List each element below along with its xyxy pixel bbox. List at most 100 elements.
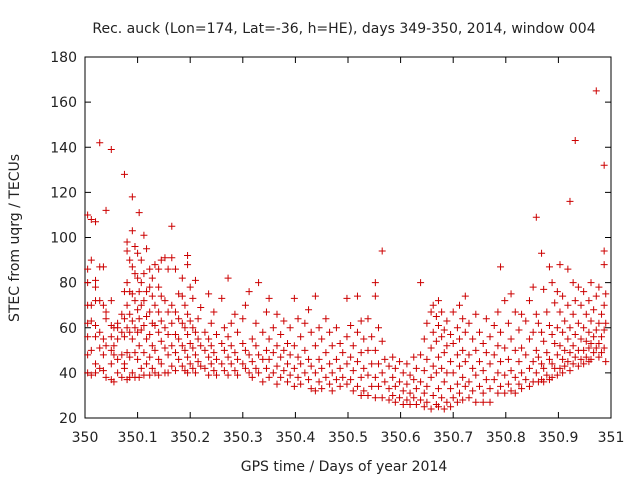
data-point [571, 353, 579, 361]
data-point [479, 398, 487, 406]
data-point [472, 310, 480, 318]
data-point [210, 349, 218, 357]
data-point [197, 303, 205, 311]
data-point [252, 364, 260, 372]
data-point [522, 351, 530, 359]
data-point [600, 261, 608, 269]
data-point [186, 360, 194, 368]
data-point [559, 355, 567, 363]
data-point [403, 360, 411, 368]
data-point [148, 342, 156, 350]
data-point [265, 294, 273, 302]
data-point [515, 326, 523, 334]
data-point [556, 342, 564, 350]
data-point [137, 364, 145, 372]
data-point [245, 351, 253, 359]
data-point [602, 319, 610, 327]
data-point [540, 364, 548, 372]
data-point [525, 382, 533, 390]
data-point [529, 328, 537, 336]
data-point [490, 321, 498, 329]
data-point [252, 319, 260, 327]
data-point [290, 294, 298, 302]
data-point [265, 355, 273, 363]
data-point [311, 342, 319, 350]
data-point [486, 398, 494, 406]
data-point [461, 358, 469, 366]
x-axis-label: GPS time / Days of year 2014 [241, 459, 448, 475]
data-point [410, 376, 418, 384]
data-point [248, 335, 256, 343]
data-point [571, 297, 579, 305]
data-point [538, 249, 546, 257]
data-point [328, 369, 336, 377]
y-tick-label: 160 [50, 95, 77, 111]
data-point [189, 324, 197, 332]
x-tick-label: 350.9 [538, 430, 578, 446]
data-point [590, 349, 598, 357]
data-point [396, 358, 404, 366]
data-point [368, 360, 376, 368]
data-point [453, 324, 461, 332]
data-point [456, 362, 464, 370]
data-point [178, 319, 186, 327]
data-point [315, 378, 323, 386]
data-point [186, 317, 194, 325]
data-point [507, 335, 515, 343]
data-point [96, 328, 104, 336]
data-point [273, 380, 281, 388]
data-point [459, 396, 467, 404]
data-point [548, 373, 556, 381]
y-tick-label: 60 [59, 321, 77, 337]
data-point [297, 333, 305, 341]
data-point [371, 279, 379, 287]
data-point [571, 136, 579, 144]
data-point [210, 308, 218, 316]
data-point [577, 335, 585, 343]
data-point [590, 333, 598, 341]
data-point [191, 351, 199, 359]
data-point [205, 290, 213, 298]
data-point [148, 274, 156, 282]
data-point [453, 380, 461, 388]
data-point [155, 371, 163, 379]
data-point [168, 222, 176, 230]
data-point [171, 349, 179, 357]
data-point [239, 340, 247, 348]
data-point [600, 301, 608, 309]
data-point [102, 373, 110, 381]
data-point [476, 358, 483, 366]
data-point [131, 324, 139, 332]
data-point [566, 197, 574, 205]
data-point [280, 317, 288, 325]
data-point [465, 319, 473, 327]
data-point [128, 369, 136, 377]
data-point [311, 387, 319, 395]
data-point [131, 297, 139, 305]
data-point [501, 344, 509, 352]
data-point [440, 405, 448, 413]
data-point [566, 349, 574, 357]
data-point [189, 294, 197, 302]
data-point [87, 256, 95, 264]
data-point [538, 328, 546, 336]
data-point [440, 326, 448, 334]
data-point [110, 378, 118, 386]
data-point [255, 369, 263, 377]
data-point [114, 369, 122, 377]
data-point [186, 283, 194, 291]
data-point [140, 349, 148, 357]
data-point [479, 367, 487, 375]
data-point [580, 360, 588, 368]
data-point [328, 387, 336, 395]
data-point [587, 355, 595, 363]
data-point [336, 382, 344, 390]
data-point [178, 342, 186, 350]
data-point [123, 238, 131, 246]
data-point [438, 364, 446, 372]
data-point [143, 335, 151, 343]
data-point [566, 367, 574, 375]
data-point [427, 308, 435, 316]
data-point [262, 308, 270, 316]
data-point [592, 87, 600, 95]
